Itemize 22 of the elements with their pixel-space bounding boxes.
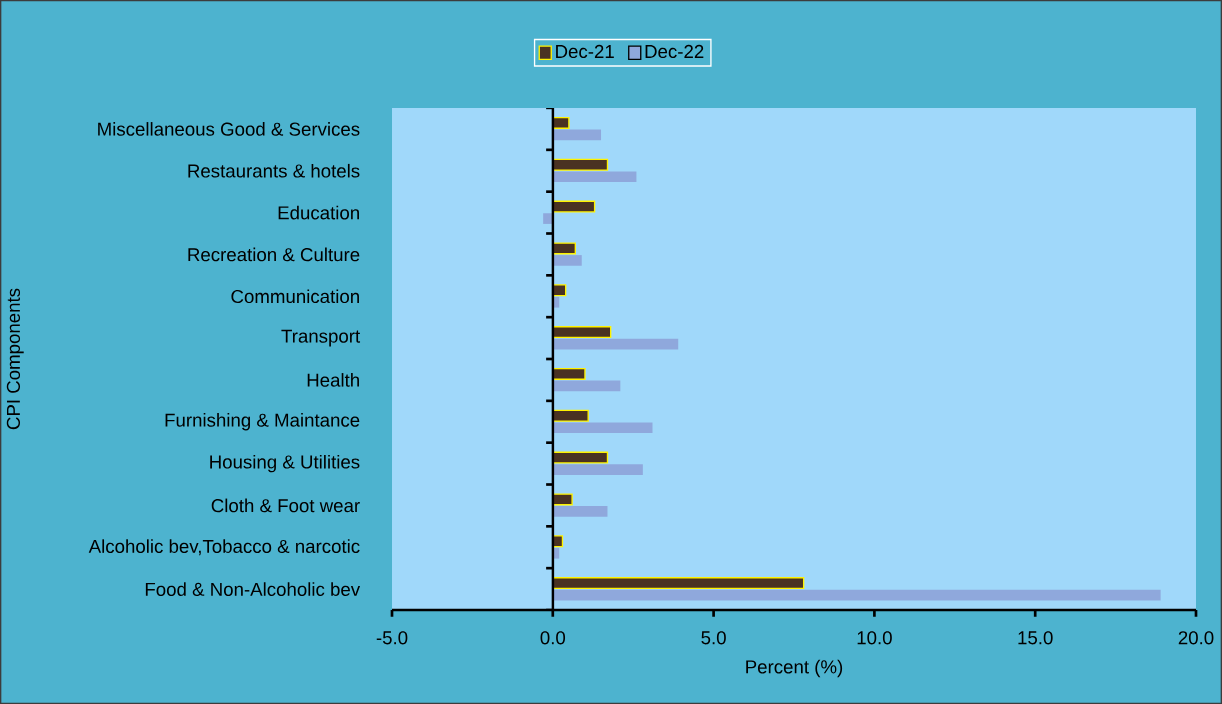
y-tick-label: Health xyxy=(307,373,359,387)
x-tick-label: 20.0 xyxy=(1178,631,1214,645)
y-axis-title: CPI Components xyxy=(6,288,24,430)
y-tick-label: Restaurants & hotels xyxy=(188,163,360,178)
legend-label: Dec-22 xyxy=(645,44,704,59)
y-tick-label: Communication xyxy=(231,289,359,304)
x-tick-label: 0.0 xyxy=(540,631,566,645)
y-tick-label: Alcoholic bev,Tobacco & narcotic xyxy=(88,539,360,556)
y-tick-label: Furnishing & Maintance xyxy=(165,413,360,431)
y-tick-label: Transport xyxy=(281,329,361,347)
y-tick-label: Miscellaneous Good & Services xyxy=(98,122,360,136)
x-tick-label: -5.0 xyxy=(376,631,408,645)
y-tick-label: Housing & Utilities xyxy=(210,454,360,473)
x-axis-title: Percent (%) xyxy=(746,659,843,678)
y-tick-label: Recreation & Culture xyxy=(188,247,360,262)
x-tick-label: 10.0 xyxy=(857,631,892,645)
x-tick-label: 5.0 xyxy=(701,631,726,645)
y-tick-label: Cloth & Foot wear xyxy=(211,498,360,513)
x-tick-label: 15.0 xyxy=(1018,631,1053,645)
legend-label: Dec-21 xyxy=(556,44,614,59)
y-tick-label: Food & Non-Alcoholic bev xyxy=(145,582,361,596)
y-tick-label: Education xyxy=(278,205,359,220)
